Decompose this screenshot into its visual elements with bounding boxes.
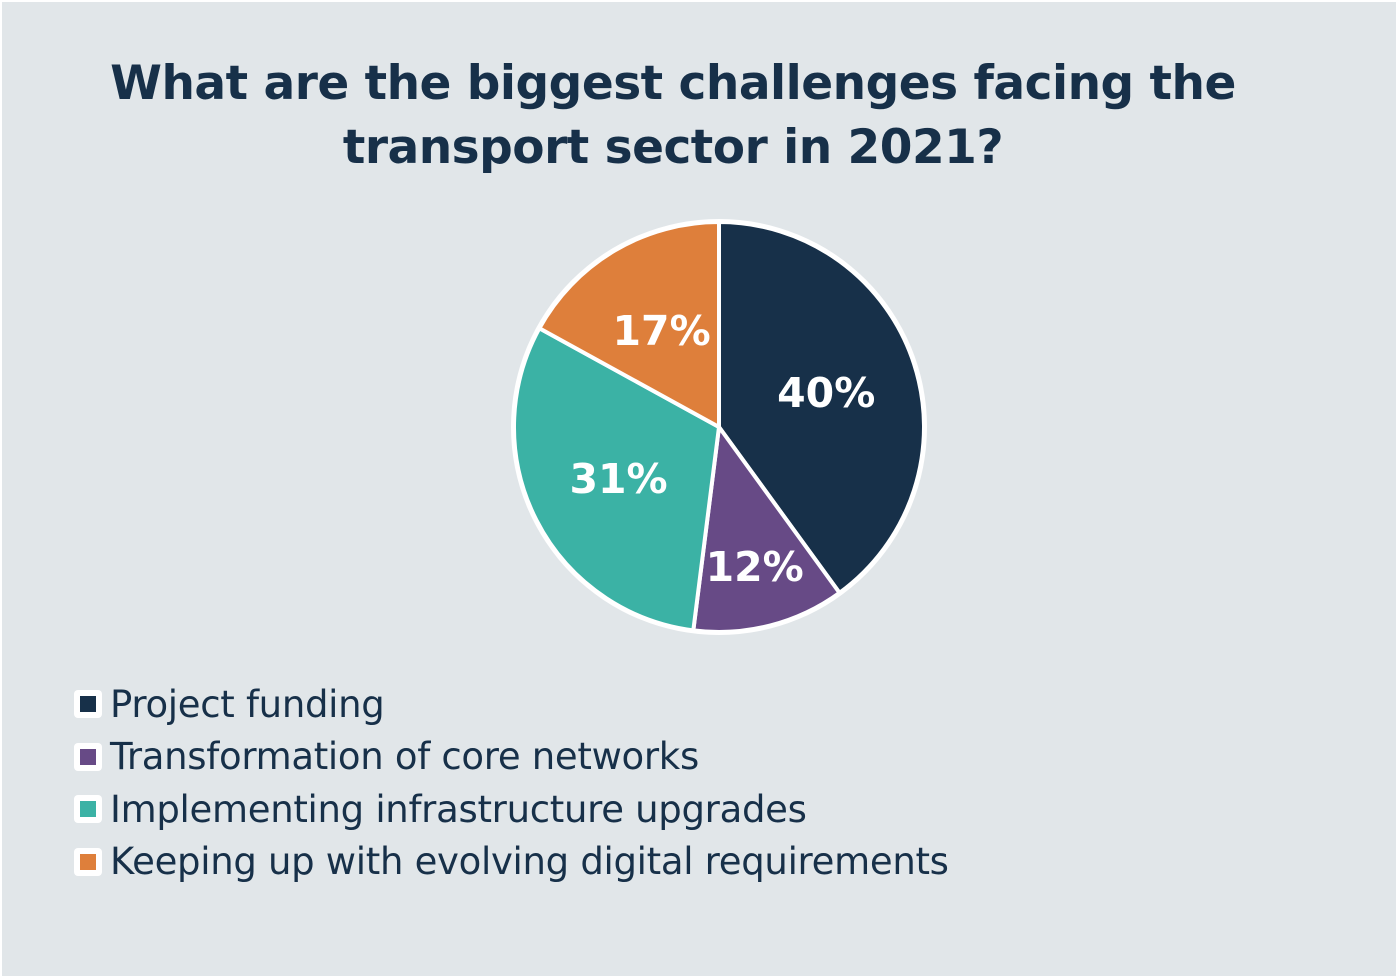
legend-item-core-networks: Transformation of core networks bbox=[74, 731, 949, 784]
legend-swatch bbox=[74, 742, 102, 771]
pie-slice-31pct bbox=[512, 326, 721, 633]
legend-swatch bbox=[74, 795, 102, 824]
pie-slice-17pct bbox=[537, 220, 721, 429]
legend-label: Transformation of core networks bbox=[110, 735, 699, 779]
legend-item-project-funding: Project funding bbox=[74, 678, 949, 731]
data-label: 17% bbox=[613, 307, 711, 355]
legend-item-infrastructure-upgrades: Implementing infrastructure upgrades bbox=[74, 783, 949, 836]
legend-label: Implementing infrastructure upgrades bbox=[110, 787, 807, 831]
legend-label: Keeping up with evolving digital require… bbox=[110, 840, 949, 884]
data-label: 31% bbox=[569, 455, 667, 503]
data-label: 40% bbox=[777, 369, 875, 417]
legend: Project funding Transformation of core n… bbox=[74, 678, 949, 888]
data-label: 12% bbox=[706, 543, 804, 591]
legend-swatch bbox=[74, 690, 102, 719]
legend-item-digital-requirements: Keeping up with evolving digital require… bbox=[74, 836, 949, 889]
chart-title: What are the biggest challenges facing t… bbox=[110, 56, 1236, 175]
pie-slice-40pct bbox=[717, 220, 926, 595]
pie-slice-12pct bbox=[691, 425, 842, 634]
legend-label: Project funding bbox=[110, 682, 385, 726]
legend-swatch bbox=[74, 847, 102, 876]
